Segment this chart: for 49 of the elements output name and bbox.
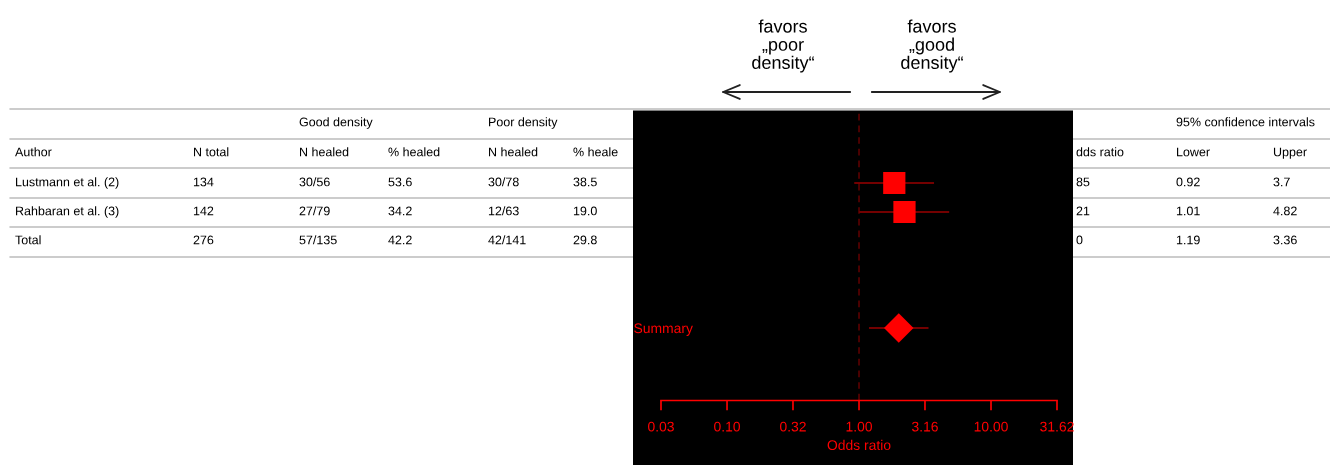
text: 142 (193, 206, 214, 216)
x-axis-title: Odds ratio (827, 439, 891, 451)
text: 38.5 (573, 177, 597, 187)
text: % healed (388, 147, 440, 157)
text: 57/135 (299, 235, 337, 245)
text: 0.92 (1176, 177, 1200, 187)
text: favors „good density“ (901, 19, 963, 73)
text: Total (15, 235, 41, 245)
text: 276 (193, 235, 214, 245)
text: 30/78 (488, 177, 519, 187)
text: favors „poor density“ (752, 19, 814, 73)
text: N healed (300, 147, 349, 157)
text: dds ratio (1076, 147, 1124, 157)
text: Good density (299, 117, 373, 129)
text: Upper (1273, 147, 1307, 159)
text: 3.7 (1273, 177, 1290, 187)
text: 85 (1076, 177, 1090, 187)
text: % heale (573, 147, 618, 157)
text: 53.6 (388, 177, 412, 187)
text: 29.8 (573, 235, 597, 245)
text: N total (194, 147, 229, 157)
text: Poor density (489, 117, 558, 129)
text: Lustmann et al. (2) (16, 177, 119, 189)
text: Author (15, 147, 52, 157)
x-tick-label: 0.10 (714, 421, 741, 432)
text: 42/141 (488, 235, 526, 245)
text: 42.2 (388, 235, 412, 245)
text: 34.2 (388, 206, 412, 216)
text: 95% confidence intervals (1176, 117, 1315, 127)
text: 12/63 (488, 206, 519, 216)
text: 19.0 (573, 206, 597, 216)
text: 1.01 (1176, 206, 1200, 216)
x-tick-label: 0.32 (780, 421, 806, 432)
x-tick-label: 0.03 (648, 421, 674, 432)
text: Rahbaran et al. (3) (16, 206, 119, 218)
text: 4.82 (1273, 206, 1297, 216)
text: 30/56 (299, 177, 330, 187)
text: N healed (489, 147, 538, 157)
text: 21 (1076, 206, 1090, 216)
x-tick-label: 1.00 (846, 421, 872, 432)
x-tick-label: 10.00 (974, 421, 1008, 432)
text: Lower (1177, 147, 1210, 157)
text: 27/79 (299, 206, 330, 216)
text: 0 (1076, 235, 1083, 245)
y-tick-label: Summary (634, 323, 693, 336)
text: 3.36 (1273, 235, 1297, 245)
text: 134 (193, 177, 214, 187)
x-tick-label: 3.16 (911, 421, 938, 432)
text: 1.19 (1176, 235, 1200, 245)
